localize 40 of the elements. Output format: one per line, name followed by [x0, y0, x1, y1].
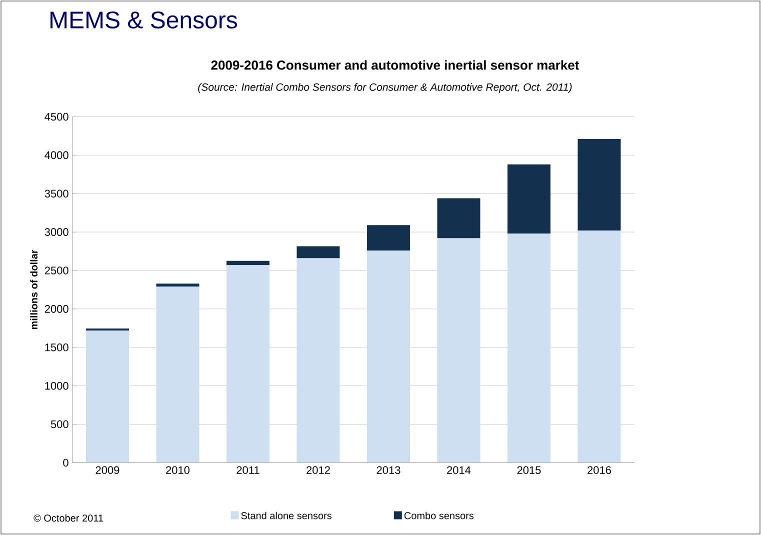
text: MEMS & Sensors: [50, 12, 238, 28]
y-tick-label: 3500: [44, 190, 68, 198]
x-tick-label: 2009: [96, 466, 120, 474]
chart-subtitle: (Source: Inertial Combo Sensors for Consumer & Automotive Report, Oct. 2011): [198, 83, 572, 93]
x-tick-label: 2014: [447, 466, 471, 474]
bar: [156, 284, 200, 287]
bar: [296, 258, 340, 463]
bar: [437, 238, 480, 463]
y-tick-label: 2000: [44, 305, 68, 313]
y-tick-label: 4500: [44, 112, 68, 121]
y-tick-label: 0: [63, 458, 68, 467]
bar: [86, 330, 129, 463]
x-tick-label: 2011: [236, 466, 260, 474]
bar: [578, 230, 621, 463]
bar: [366, 225, 410, 251]
bar: [156, 286, 200, 463]
y-tick-label: 1000: [45, 382, 68, 390]
y-tick-label: 2500: [44, 266, 68, 274]
chart-title: 2009-2016 Consumer and automotive inertial sensor market: [211, 60, 580, 70]
bar: [507, 164, 550, 234]
bar: [296, 246, 340, 258]
legend-label: Stand alone sensors: [241, 512, 332, 520]
x-tick-label: 2013: [376, 466, 400, 474]
bar: [226, 265, 270, 463]
y-tick-label: 3000: [44, 228, 68, 236]
x-tick-label: 2012: [306, 466, 330, 474]
y-tick-label: 1500: [45, 344, 68, 352]
bar: [226, 260, 270, 266]
x-tick-label: 2016: [588, 466, 611, 474]
x-tick-label: 2015: [517, 466, 541, 474]
text: © October 2011: [34, 514, 104, 522]
bar: [507, 234, 550, 463]
x-tick-label: 2010: [166, 466, 190, 474]
y-tick-label: 500: [50, 420, 68, 428]
y-tick-label: 4000: [44, 151, 68, 160]
legend-label: Combo sensors: [404, 512, 474, 520]
y-axis-title: millions of dollar: [30, 250, 38, 330]
bar: [437, 198, 480, 238]
bar: [366, 250, 410, 463]
bar: [578, 139, 621, 231]
